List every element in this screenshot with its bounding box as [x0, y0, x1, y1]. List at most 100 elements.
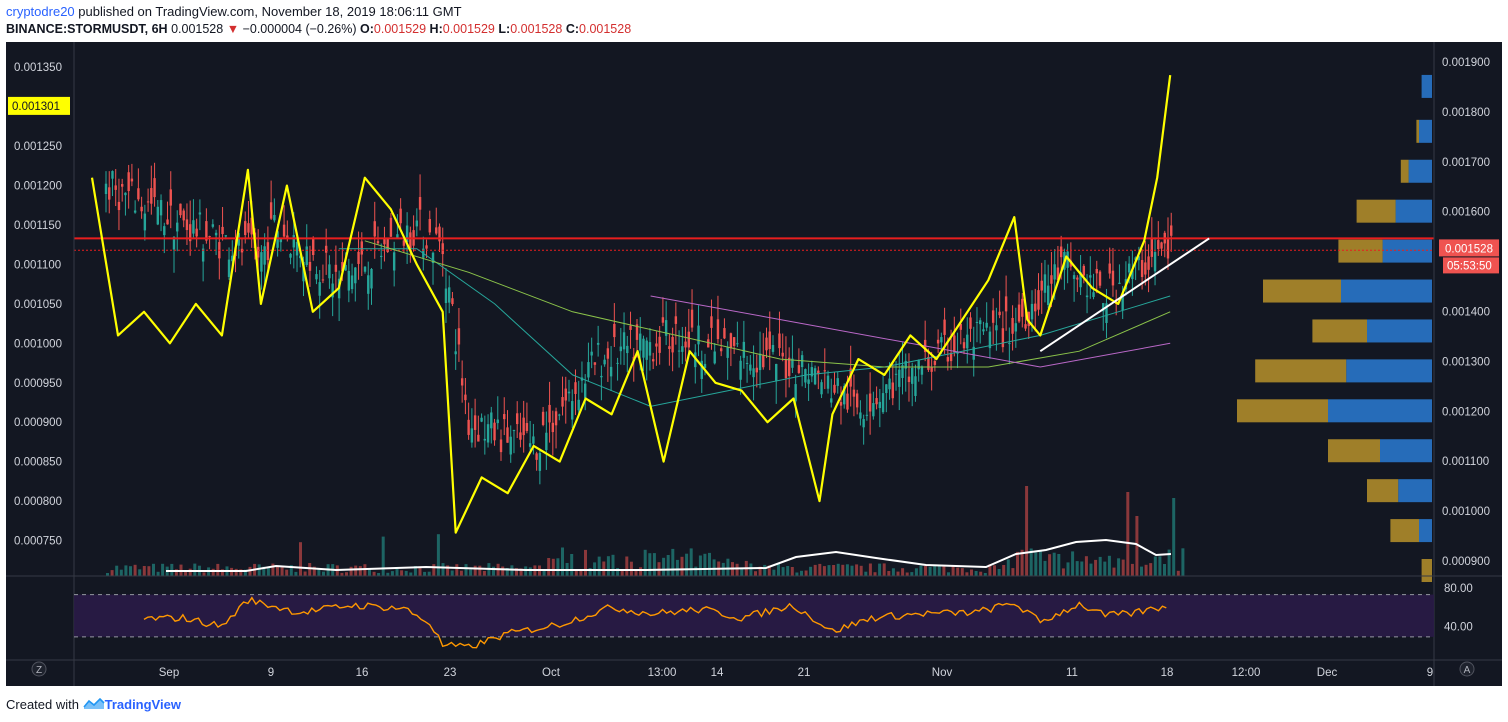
candle-body	[331, 283, 334, 298]
volume-bar	[161, 563, 165, 576]
candle-body	[457, 328, 461, 345]
candle-body	[451, 298, 454, 305]
volume-bar	[836, 563, 840, 576]
auto-scale-label: A	[1464, 665, 1471, 676]
candle-body	[1102, 303, 1105, 312]
candle-body	[1147, 256, 1150, 270]
candle-body	[315, 274, 318, 280]
candle-body	[995, 325, 998, 331]
candle-body	[127, 172, 130, 192]
volume-bar	[464, 564, 468, 576]
right-tick-label: 0.001200	[1442, 406, 1490, 418]
open-value: 0.001529	[373, 22, 427, 36]
candle-body	[729, 333, 733, 349]
candle-body	[1079, 272, 1082, 288]
volume-bar	[1107, 555, 1111, 576]
candle-body	[1014, 323, 1018, 332]
volume-bar	[446, 565, 450, 576]
candle-body	[1157, 240, 1160, 250]
volume-profile-up	[1398, 479, 1432, 503]
volume-average-line	[166, 538, 1172, 572]
volume-bar	[891, 568, 895, 576]
volume-bar	[156, 571, 160, 576]
candle-body	[1043, 274, 1047, 293]
left-tick-label: 0.000750	[14, 536, 62, 548]
candle-body	[1089, 275, 1092, 278]
support-trendline[interactable]	[1039, 237, 1210, 353]
volume-profile-down	[1237, 399, 1328, 423]
volume-bar	[202, 572, 206, 576]
candle-body	[558, 414, 561, 416]
high-label: H:	[429, 22, 443, 36]
volume-profile-down	[1416, 119, 1419, 143]
volume-bar	[1172, 498, 1176, 576]
candle-body	[723, 328, 726, 339]
volume-bar	[1066, 562, 1070, 576]
volume-profile-up	[1380, 439, 1432, 463]
volume-bar	[418, 568, 422, 576]
volume-bar	[349, 566, 353, 576]
volume-profile-down	[1312, 319, 1367, 343]
volume-bar	[781, 567, 785, 576]
candle-body	[467, 419, 470, 435]
volume-bar	[1117, 558, 1121, 576]
volume-bar	[804, 570, 808, 576]
moving-average-line	[338, 248, 1171, 407]
candle-body	[409, 232, 412, 249]
volume-bar	[859, 565, 863, 576]
candle-body	[448, 287, 451, 303]
candle-body	[250, 217, 253, 235]
candle-body	[671, 336, 674, 353]
volume-bar	[542, 570, 546, 576]
candle-body	[1095, 268, 1098, 274]
auto-scale-button[interactable]	[1459, 661, 1475, 677]
left-scale-button[interactable]	[31, 661, 47, 677]
candle-body	[496, 419, 499, 424]
candle-body	[836, 378, 839, 386]
volume-bar	[220, 569, 224, 576]
candle-body	[137, 188, 140, 200]
volume-bar	[1149, 563, 1153, 576]
candle-body	[1153, 252, 1157, 272]
candle-body	[308, 261, 312, 271]
tradingview-brand[interactable]: TradingView	[104, 697, 181, 712]
volume-bar	[790, 567, 794, 576]
candle-body	[438, 226, 441, 242]
candle-body	[697, 325, 700, 345]
candle-body	[386, 237, 389, 253]
volume-bar	[547, 558, 551, 576]
candle-body	[545, 432, 548, 451]
candle-body	[179, 203, 182, 216]
candle-body	[1053, 264, 1056, 280]
volume-bar	[142, 566, 146, 576]
volume-bar	[363, 564, 367, 576]
volume-bar	[767, 565, 771, 576]
moving-average-line	[650, 295, 1171, 368]
candle-body	[622, 332, 626, 350]
volume-bar	[510, 565, 514, 576]
candle-body	[133, 210, 137, 213]
volume-profile-up	[1419, 119, 1432, 143]
candle-body	[1082, 265, 1086, 276]
candle-body	[613, 323, 616, 338]
candle-body	[639, 333, 642, 351]
candle-body	[998, 311, 1001, 316]
volume-bar	[855, 564, 859, 576]
candle-body	[567, 391, 571, 394]
candle-body	[768, 331, 771, 350]
price-chart[interactable]: 0.001350 0.001250 0.001200 0.001150 0.001100…	[6, 42, 1502, 686]
volume-profile-up	[1367, 319, 1432, 343]
candle-body	[574, 382, 577, 394]
candle-body	[166, 219, 169, 225]
candle-body	[1059, 246, 1063, 258]
candle-body	[804, 369, 807, 383]
volume-bar	[1121, 559, 1125, 576]
candle-body	[185, 219, 189, 231]
candle-body	[936, 339, 940, 344]
author-link[interactable]: cryptodre20	[6, 4, 75, 19]
candle-body	[765, 337, 768, 351]
candle-body	[108, 187, 111, 200]
candle-body	[742, 341, 746, 358]
candle-body	[859, 412, 862, 419]
volume-bar	[1016, 551, 1019, 576]
